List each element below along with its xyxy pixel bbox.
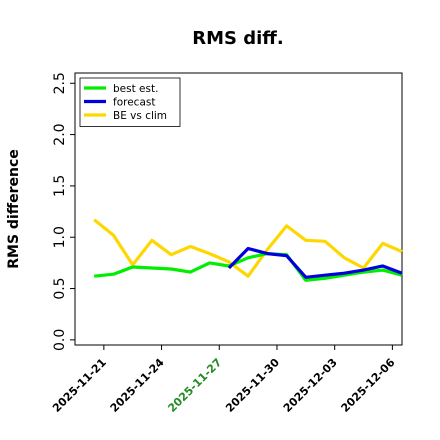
legend-entry-label: BE vs clim: [113, 110, 167, 122]
legend-entry-label: best est.: [113, 83, 158, 95]
plot-frame: [74, 72, 403, 346]
y-tick-label: 2.5: [52, 72, 68, 94]
x-tick-label: 2025-11-24: [108, 356, 167, 415]
x-tick-label: 2025-11-30: [223, 356, 282, 415]
series-line-be-vs-clim: [93, 218, 403, 278]
y-axis-label: RMS difference: [6, 149, 22, 269]
chart-title: RMS diff.: [192, 28, 283, 49]
x-tick-label: 2025-12-06: [339, 356, 398, 415]
legend-entry-label: forecast: [113, 97, 155, 109]
y-tick-label: 1.0: [52, 226, 68, 248]
x-tick-label: 2025-11-21: [50, 356, 109, 415]
x-tick-label: 2025-12-03: [281, 356, 340, 415]
y-tick-label: 1.5: [52, 175, 68, 197]
y-axis-ticks: 0.0 0.5 1.0 1.5 2.0 2.5: [52, 72, 75, 351]
y-tick-label: 0.5: [52, 277, 68, 299]
x-axis-ticks: 2025-11-212025-11-242025-11-272025-11-30…: [50, 345, 398, 415]
series-line-best-est-: [94, 252, 403, 282]
x-tick-label: 2025-11-27: [165, 356, 224, 415]
series-line-forecast: [227, 246, 403, 279]
y-tick-label: 0.0: [52, 329, 68, 351]
y-tick-label: 2.0: [52, 123, 68, 145]
series-lines: [93, 218, 403, 282]
